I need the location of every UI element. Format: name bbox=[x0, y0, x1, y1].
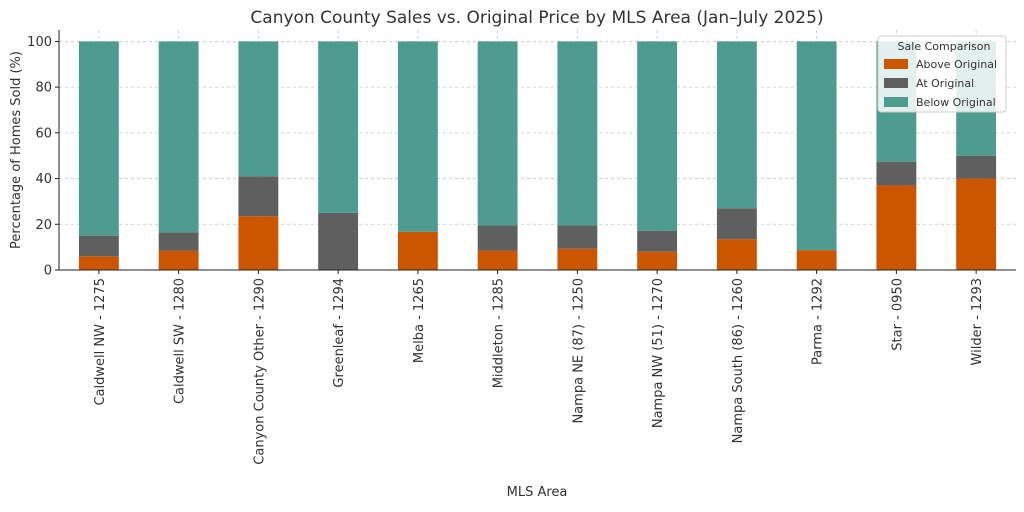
x-tick-label: Caldwell SW - 1280 bbox=[173, 278, 188, 404]
axes: 0 20 40 60 80 100 Caldwell NW - 1275 Caldwell S… bbox=[27, 30, 1016, 465]
bar-below-original bbox=[637, 41, 678, 231]
bar-below-original bbox=[477, 41, 518, 226]
x-tick-label: Canyon County Other - 1290 bbox=[252, 278, 267, 465]
bar-below-original bbox=[557, 41, 598, 226]
legend-label: Above Original bbox=[916, 58, 997, 71]
bar-above-original bbox=[956, 178, 997, 270]
bar-below-original bbox=[716, 41, 757, 209]
legend-label: At Original bbox=[916, 77, 974, 90]
y-tick-label: 40 bbox=[35, 172, 52, 187]
x-tick-label: Greenleaf - 1294 bbox=[332, 278, 347, 388]
bar-at-original bbox=[716, 208, 757, 240]
x-tick-label: Nampa South (86) - 1260 bbox=[731, 278, 746, 443]
bar-above-original bbox=[557, 248, 598, 270]
legend-frame bbox=[877, 35, 1007, 113]
bar-at-original bbox=[78, 235, 119, 257]
bar-at-original bbox=[637, 230, 678, 252]
grid-lines bbox=[59, 30, 1016, 270]
x-tick-label: Wilder - 1293 bbox=[970, 278, 985, 365]
bar-below-original bbox=[158, 41, 199, 233]
y-tick-label: 80 bbox=[35, 81, 52, 96]
bar-above-original bbox=[796, 250, 837, 270]
bar-at-original bbox=[238, 176, 279, 217]
bar-above-original bbox=[238, 216, 279, 270]
bar-at-original bbox=[318, 212, 359, 270]
x-axis-label: MLS Area bbox=[507, 485, 568, 500]
x-tick-label: Melba - 1265 bbox=[412, 278, 427, 363]
bar-at-original bbox=[557, 225, 598, 249]
y-tick-label: 100 bbox=[27, 35, 52, 50]
bar-above-original bbox=[78, 256, 119, 270]
x-tick-label: Nampa NW (51) - 1270 bbox=[651, 278, 666, 428]
legend: Sale Comparison Above Original At Origina… bbox=[877, 35, 1007, 113]
legend-swatch-at-original bbox=[884, 78, 908, 88]
x-tick-label: Star - 0950 bbox=[890, 278, 905, 351]
y-tick-label: 20 bbox=[35, 218, 52, 233]
bar-at-original bbox=[956, 155, 997, 179]
bar-above-original bbox=[637, 251, 678, 270]
bar-below-original bbox=[796, 41, 837, 251]
legend-swatch-below-original bbox=[884, 97, 908, 107]
bar-above-original bbox=[158, 250, 199, 270]
bar-below-original bbox=[397, 41, 438, 232]
x-tick-label: Parma - 1292 bbox=[811, 278, 826, 365]
bar-at-original bbox=[158, 232, 199, 251]
bar-above-original bbox=[397, 231, 438, 270]
legend-title: Sale Comparison bbox=[898, 40, 991, 53]
bars bbox=[78, 41, 997, 270]
x-tick-label: Nampa NE (87) - 1250 bbox=[571, 278, 586, 424]
chart-title: Canyon County Sales vs. Original Price b… bbox=[250, 8, 823, 28]
y-tick-label: 0 bbox=[44, 264, 52, 279]
bar-at-original bbox=[477, 225, 518, 251]
x-tick-label: Caldwell NW - 1275 bbox=[93, 278, 108, 406]
bar-below-original bbox=[78, 41, 119, 236]
bar-above-original bbox=[716, 239, 757, 270]
bar-below-original bbox=[238, 41, 279, 177]
bar-below-original bbox=[318, 41, 359, 213]
x-tick-label: Middleton - 1285 bbox=[492, 278, 507, 388]
bar-above-original bbox=[477, 250, 518, 270]
legend-label: Below Original bbox=[916, 96, 996, 109]
bar-above-original bbox=[876, 185, 917, 270]
legend-swatch-above-original bbox=[884, 59, 908, 69]
y-tick-label: 60 bbox=[35, 126, 52, 141]
legend-entries: Above Original At Original Below Original bbox=[884, 58, 997, 109]
bar-at-original bbox=[876, 161, 917, 186]
y-axis-label: Percentage of Homes Sold (%) bbox=[9, 51, 24, 249]
